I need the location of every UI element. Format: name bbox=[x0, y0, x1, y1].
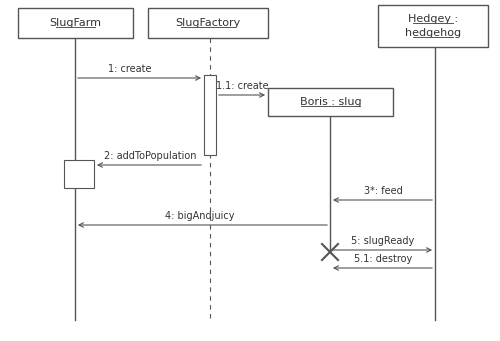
Text: 5.1: destroy: 5.1: destroy bbox=[354, 254, 412, 264]
Text: Boris : slug: Boris : slug bbox=[300, 97, 362, 107]
Text: 4: bigAndjuicy: 4: bigAndjuicy bbox=[165, 211, 235, 221]
Text: hedgehog: hedgehog bbox=[405, 28, 461, 38]
Text: 3*: feed: 3*: feed bbox=[364, 186, 403, 196]
Text: Hedgey :: Hedgey : bbox=[408, 14, 458, 24]
Bar bbox=[64, 160, 94, 188]
Text: SlugFarm: SlugFarm bbox=[50, 18, 102, 28]
Bar bbox=[268, 88, 393, 116]
Bar bbox=[204, 75, 216, 155]
Text: 1.1: create: 1.1: create bbox=[216, 81, 268, 91]
Text: 5: slugReady: 5: slugReady bbox=[352, 236, 414, 246]
Bar bbox=[18, 8, 133, 38]
Bar bbox=[378, 5, 488, 47]
Text: 2: addToPopulation: 2: addToPopulation bbox=[104, 151, 196, 161]
Text: SlugFactory: SlugFactory bbox=[176, 18, 240, 28]
Text: 1: create: 1: create bbox=[108, 64, 152, 74]
Bar bbox=[148, 8, 268, 38]
